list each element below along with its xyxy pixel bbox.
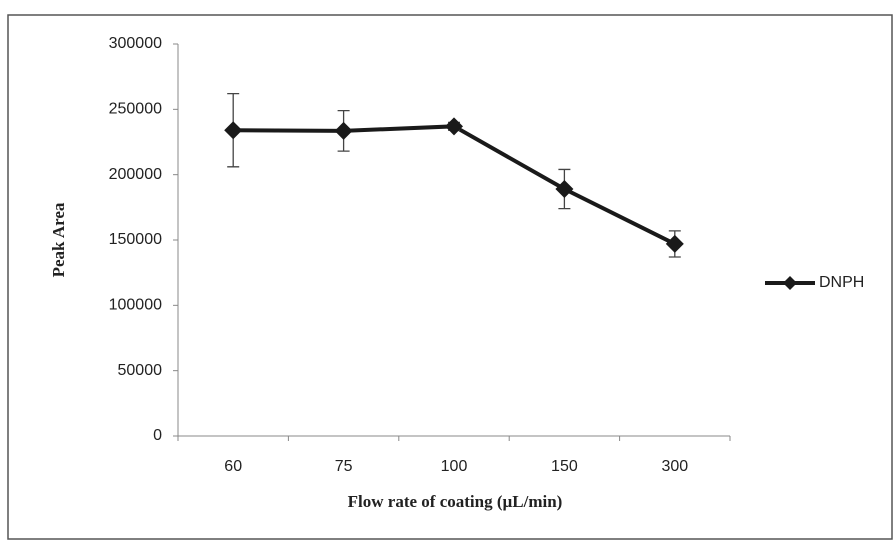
- chart-frame: [7, 14, 893, 540]
- x-tick-label: 150: [551, 458, 578, 475]
- y-tick-label: 200000: [109, 166, 162, 183]
- x-tick-label: 300: [661, 458, 688, 475]
- y-tick-label: 0: [153, 427, 162, 444]
- y-axis-label: Peak Area: [49, 202, 68, 277]
- marker: [445, 117, 463, 136]
- y-tick-label: 50000: [118, 362, 163, 379]
- x-tick-label: 75: [335, 458, 353, 475]
- x-tick-label: 100: [441, 458, 468, 475]
- marker: [555, 180, 574, 199]
- marker: [224, 121, 243, 140]
- y-tick-label: 300000: [109, 35, 162, 52]
- marker: [334, 121, 353, 140]
- y-tick-label: 150000: [109, 231, 162, 248]
- y-tick-label: 100000: [109, 297, 162, 314]
- marker: [665, 234, 684, 253]
- y-tick-label: 250000: [109, 101, 162, 118]
- legend-label: DNPH: [819, 274, 864, 291]
- legend-marker: [783, 276, 797, 290]
- series-line: [233, 124, 676, 246]
- x-axis-label: Flow rate of coating (µL/min): [348, 492, 563, 511]
- x-tick-label: 60: [224, 458, 242, 475]
